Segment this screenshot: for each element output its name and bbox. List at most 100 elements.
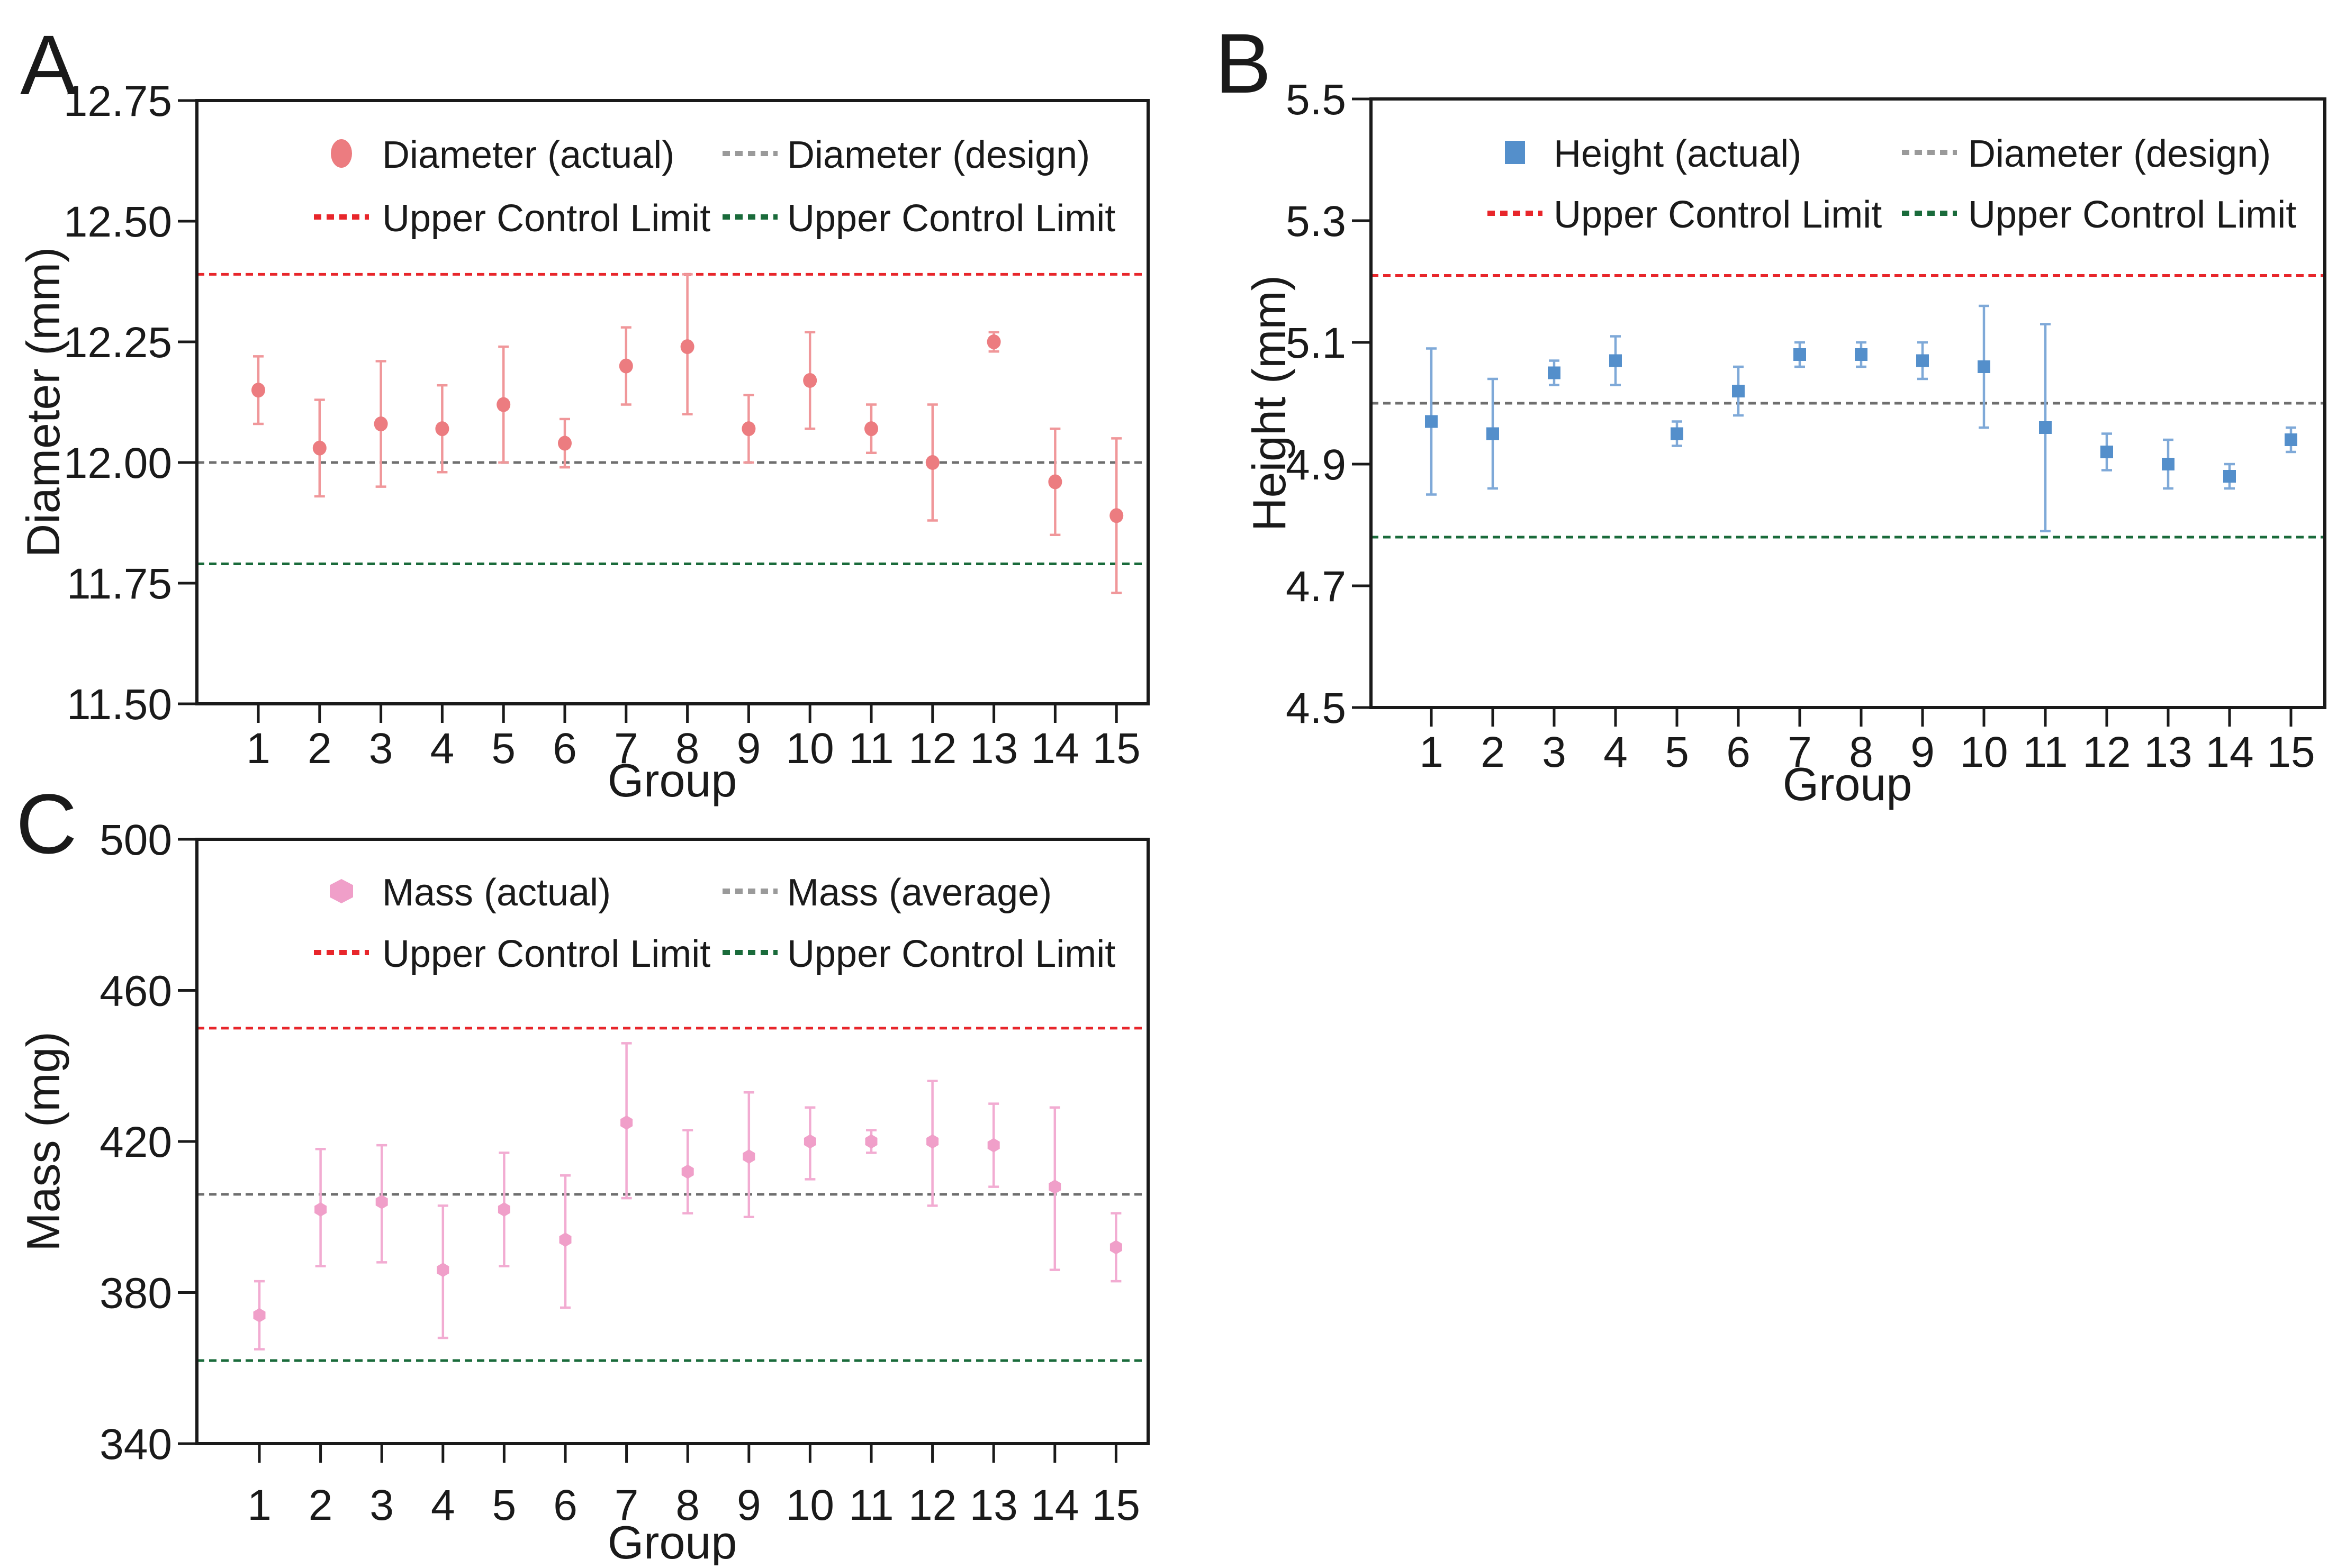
data-point-marker — [619, 358, 633, 374]
legend-item: Upper Control Limit — [1487, 194, 1882, 236]
data-series-Mass (actual) — [253, 1042, 1122, 1351]
legend-item: Upper Control Limit — [723, 197, 1115, 240]
data-point-marker — [742, 421, 756, 437]
data-point-marker — [314, 1202, 327, 1217]
legend-square-marker — [1505, 141, 1525, 164]
x-tick-label: 15 — [1093, 724, 1141, 773]
x-tick-label: 11 — [849, 724, 894, 773]
x-axis-title: Group — [1783, 758, 1912, 810]
x-tick-label: 13 — [2144, 728, 2192, 776]
data-series-Height (actual) — [1425, 304, 2297, 532]
data-point-marker — [681, 1164, 694, 1179]
x-tick-label: 4 — [1603, 728, 1628, 776]
legend-label: Height (actual) — [1554, 133, 1801, 175]
data-point-marker — [743, 1149, 755, 1164]
y-tick-label: 500 — [100, 816, 172, 864]
legend-item: Mass (average) — [723, 872, 1052, 914]
x-tick-label: 13 — [970, 1481, 1018, 1529]
data-point-marker — [1049, 1180, 1061, 1194]
data-point-marker — [2162, 458, 2174, 470]
x-tick-label: 3 — [369, 1481, 394, 1529]
data-point-marker — [864, 421, 878, 437]
legend-label: Upper Control Limit — [382, 197, 710, 240]
x-tick-label: 5 — [491, 724, 516, 773]
data-point-marker — [1548, 366, 1560, 379]
data-point-marker — [1732, 385, 1745, 397]
y-axis-title: Height (mm) — [1243, 275, 1295, 531]
y-tick-label: 12.25 — [64, 319, 172, 367]
data-point-marker — [2100, 446, 2113, 458]
x-tick-label: 11 — [849, 1481, 894, 1529]
y-tick-label: 12.00 — [64, 439, 172, 487]
x-tick-label: 4 — [430, 724, 455, 773]
data-point-marker — [1855, 348, 1867, 361]
data-point-marker — [498, 1202, 510, 1217]
y-tick-label: 340 — [100, 1420, 172, 1469]
x-tick-label: 8 — [675, 724, 700, 773]
legend-item: Diameter (design) — [723, 134, 1090, 176]
data-point-marker — [1916, 354, 1929, 367]
data-point-marker — [680, 339, 694, 355]
plot-border — [195, 99, 1150, 705]
data-point-marker — [437, 1263, 449, 1277]
y-tick-label: 5.1 — [1286, 319, 1346, 367]
panel-letter: C — [16, 776, 77, 871]
data-point-marker — [987, 1138, 1000, 1153]
y-tick-label: 4.9 — [1286, 441, 1346, 489]
x-tick-label: 2 — [308, 724, 332, 773]
x-tick-label: 5 — [1665, 728, 1689, 776]
data-point-marker — [1486, 427, 1499, 440]
x-tick-label: 12 — [2082, 728, 2131, 776]
y-tick-label: 460 — [100, 967, 172, 1016]
x-tick-label: 1 — [1419, 728, 1443, 776]
x-tick-label: 15 — [2267, 728, 2315, 776]
data-point-marker — [253, 1308, 266, 1322]
data-point-marker — [1048, 474, 1062, 490]
x-tick-label: 5 — [492, 1481, 517, 1529]
x-tick-label: 9 — [737, 1481, 761, 1529]
data-point-marker — [803, 373, 817, 388]
legend-label: Upper Control Limit — [787, 197, 1115, 240]
data-point-marker — [1425, 415, 1438, 428]
legend-label: Upper Control Limit — [1968, 194, 2296, 236]
x-tick-label: 6 — [553, 1481, 578, 1529]
x-tick-label: 1 — [247, 1481, 272, 1529]
data-point-marker — [620, 1115, 633, 1130]
x-tick-label: 13 — [970, 724, 1018, 773]
x-tick-label: 15 — [1092, 1481, 1140, 1529]
x-tick-label: 11 — [2023, 728, 2068, 776]
data-point-marker — [374, 416, 388, 432]
x-tick-label: 7 — [1788, 728, 1812, 776]
data-point-marker — [2285, 433, 2297, 446]
legend-label: Diameter (design) — [787, 134, 1090, 176]
legend-label: Mass (average) — [787, 872, 1052, 914]
legend-label: Diameter (actual) — [382, 134, 674, 176]
x-tick-label: 12 — [908, 1481, 957, 1529]
data-point-marker — [2223, 470, 2236, 483]
data-series-Diameter (actual) — [251, 273, 1124, 594]
data-point-marker — [1978, 360, 1990, 373]
plot-border — [195, 838, 1150, 1445]
x-tick-label: 9 — [1910, 728, 1935, 776]
legend-label: Upper Control Limit — [1554, 194, 1882, 236]
legend-item: Upper Control Limit — [723, 933, 1115, 975]
legend-item: Upper Control Limit — [314, 197, 710, 240]
y-tick-label: 4.5 — [1286, 684, 1346, 732]
y-tick-label: 420 — [100, 1118, 172, 1166]
y-tick-label: 12.50 — [64, 198, 172, 246]
legend-label: Upper Control Limit — [787, 933, 1115, 975]
y-tick-label: 12.75 — [64, 77, 172, 125]
data-point-marker — [1793, 348, 1806, 361]
legend-item: Diameter (actual) — [331, 134, 674, 176]
legend-circle-marker — [331, 139, 352, 168]
panel-letter: A — [20, 17, 77, 112]
x-tick-label: 10 — [786, 724, 834, 773]
x-tick-label: 3 — [369, 724, 393, 773]
legend-item: Mass (actual) — [330, 872, 611, 914]
data-point-marker — [1609, 354, 1622, 367]
y-axis-title: Mass (mg) — [17, 1031, 69, 1252]
data-point-marker — [375, 1194, 388, 1209]
x-tick-label: 12 — [908, 724, 957, 773]
